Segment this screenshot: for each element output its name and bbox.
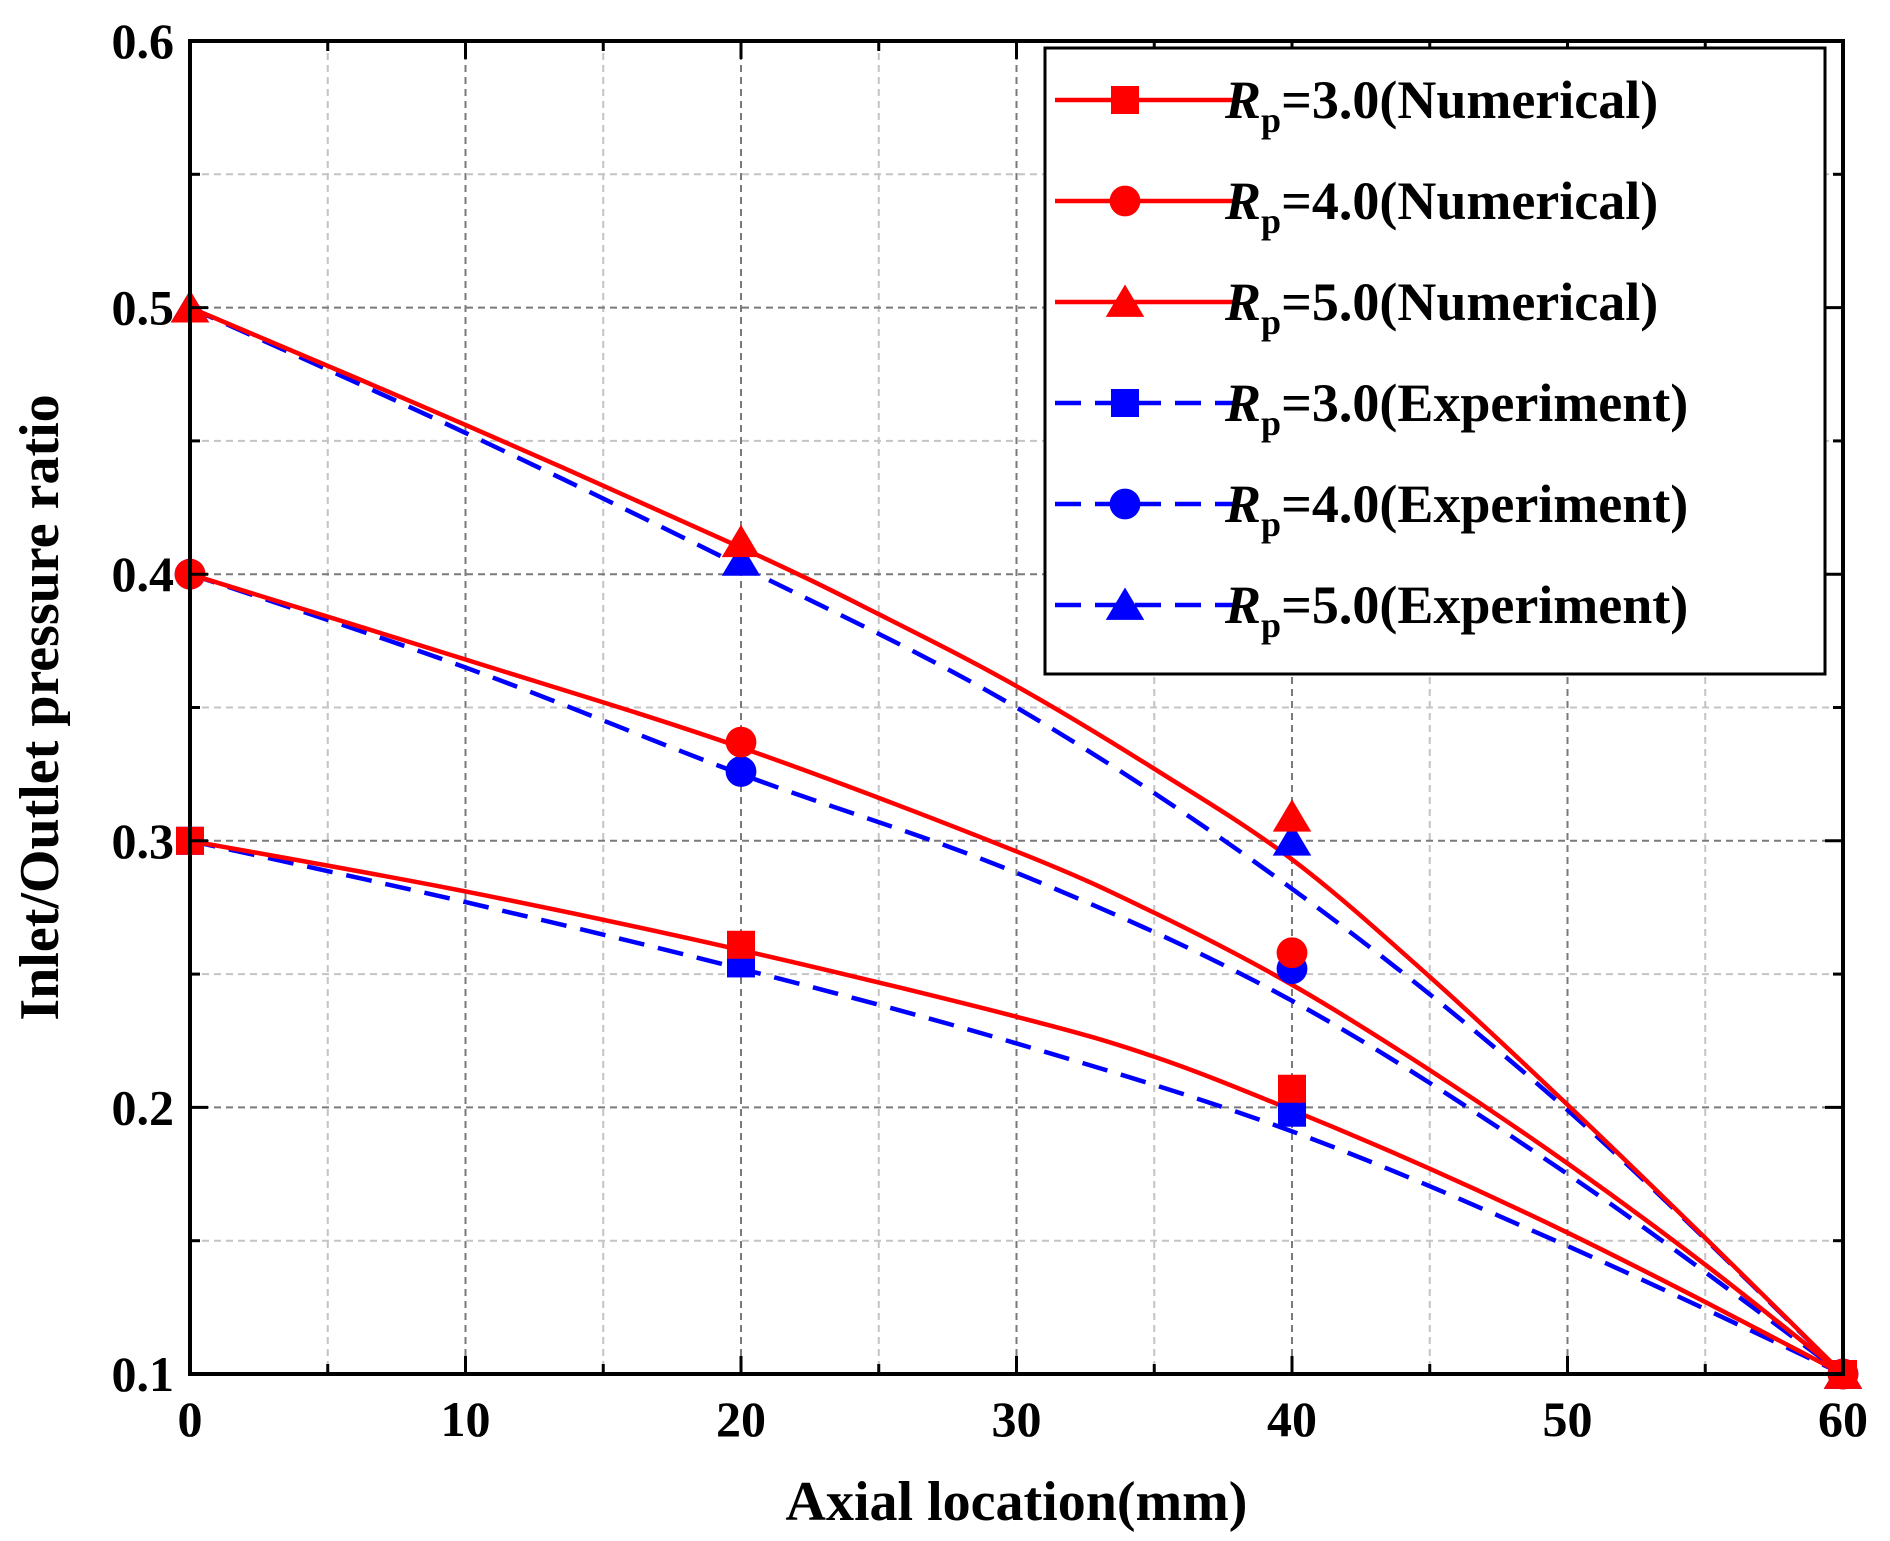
series-line — [189, 572, 1845, 1376]
x-tick-label: 50 — [1543, 1391, 1593, 1447]
legend-marker — [1109, 185, 1141, 217]
y-tick-label: 0.4 — [112, 546, 175, 602]
series-line — [189, 305, 1845, 1376]
x-tick-label: 40 — [1267, 1391, 1317, 1447]
x-axis-title: Axial location(mm) — [786, 1471, 1248, 1533]
y-axis-title: Inlet/Outlet pressure ratio — [9, 394, 71, 1020]
legend-label: Rp=4.0(Numerical) — [1224, 171, 1658, 241]
series-line — [189, 838, 1844, 1377]
y-tick-label: 0.6 — [112, 13, 175, 69]
legend-label: Rp=3.0(Experiment) — [1224, 373, 1688, 443]
data-point — [1276, 937, 1308, 969]
x-tick-label: 20 — [716, 1391, 766, 1447]
legend-label: Rp=3.0(Numerical) — [1224, 70, 1658, 140]
data-point — [1272, 823, 1312, 856]
y-tick-label: 0.2 — [112, 1079, 175, 1135]
legend-marker — [1111, 389, 1139, 417]
data-point — [725, 756, 757, 787]
series-line — [189, 838, 1845, 1376]
data-point — [727, 930, 755, 959]
series-lines — [189, 305, 1845, 1377]
legend-label: Rp=4.0(Experiment) — [1224, 474, 1688, 544]
data-point — [1278, 1074, 1306, 1103]
legend-marker — [1105, 587, 1145, 620]
x-tick-label: 60 — [1818, 1391, 1868, 1447]
legend: Rp=3.0(Numerical) Rp=4.0(Numerical) Rp=5.0… — [1043, 46, 1827, 676]
x-tick-label: 10 — [441, 1391, 491, 1447]
y-tick-label: 0.1 — [112, 1346, 175, 1402]
legend-marker — [1111, 86, 1139, 114]
legend-marker — [1105, 284, 1145, 317]
x-tick-label: 30 — [992, 1391, 1042, 1447]
legend-label: Rp=5.0(Experiment) — [1224, 575, 1688, 645]
series-line — [189, 572, 1845, 1376]
series-line — [189, 305, 1845, 1376]
data-point — [721, 524, 761, 558]
y-tick-label: 0.5 — [112, 280, 175, 336]
tick-labels: 0 10 20 30 40 50 60 0.1 0.2 0.3 0.4 0.5 0.6 — [112, 13, 1869, 1447]
legend-label: Rp=5.0(Numerical) — [1224, 272, 1658, 342]
data-point — [1272, 799, 1312, 832]
data-point — [725, 726, 757, 758]
y-tick-label: 0.3 — [112, 813, 175, 869]
x-tick-label: 0 — [178, 1391, 203, 1447]
data-point — [1278, 1098, 1306, 1127]
data-point — [721, 543, 761, 576]
legend-box — [1043, 46, 1827, 676]
legend-marker — [1109, 488, 1141, 520]
